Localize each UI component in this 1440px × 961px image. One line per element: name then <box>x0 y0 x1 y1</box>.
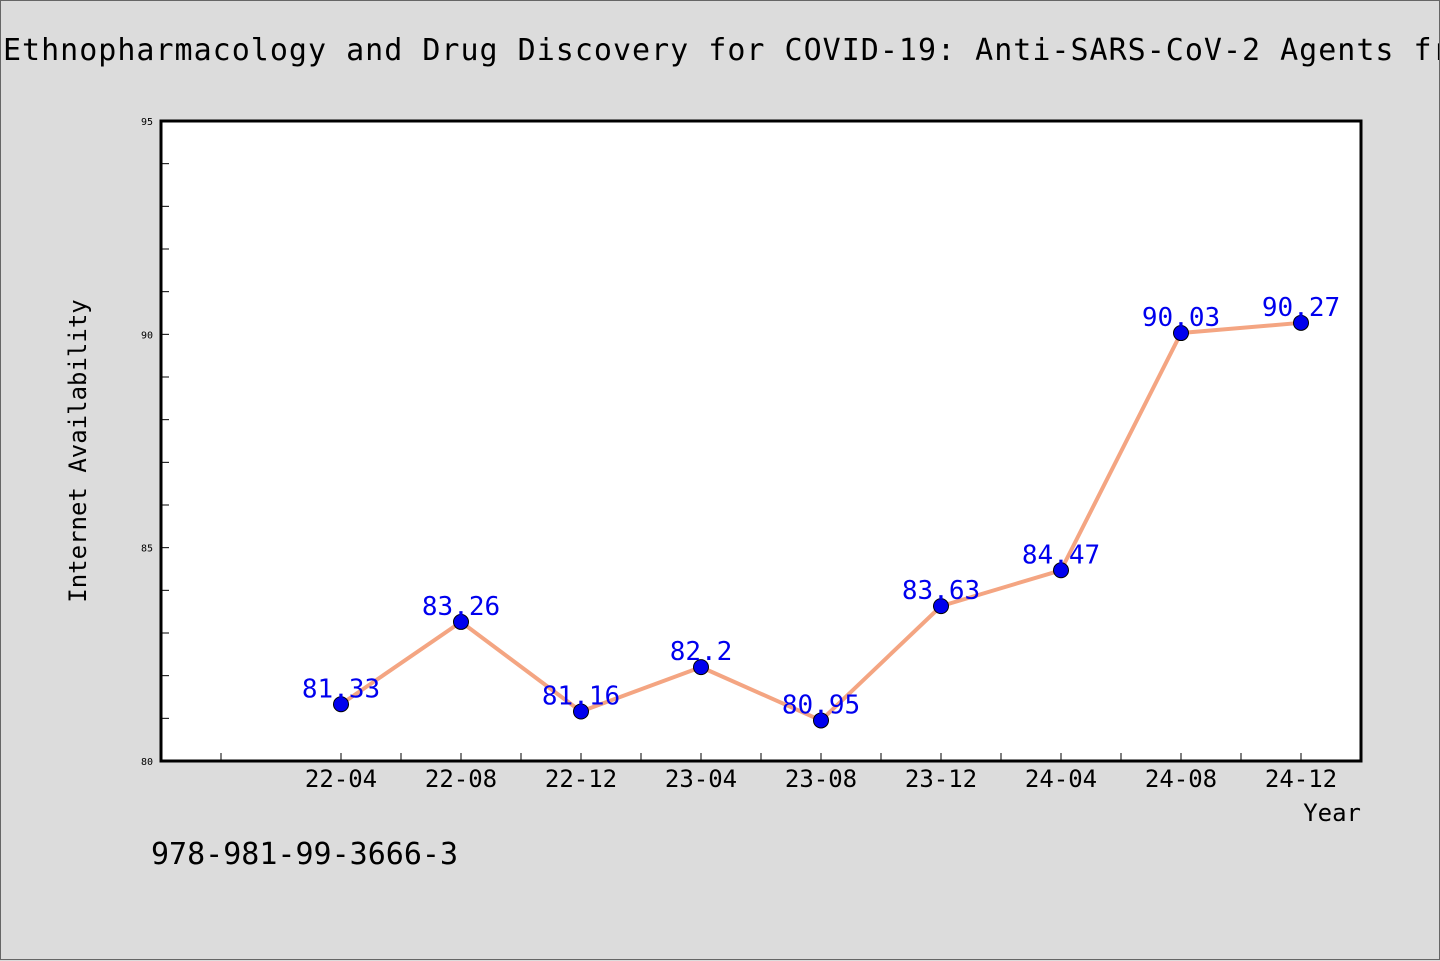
data-point <box>1293 314 1309 331</box>
data-point <box>693 659 709 676</box>
data-point <box>453 613 469 630</box>
y-tick-label: 80 <box>141 757 153 768</box>
data-label: 81.16 <box>542 682 620 712</box>
x-tick-label: 23-08 <box>785 765 857 793</box>
data-point <box>1053 562 1069 579</box>
y-tick-label: 85 <box>141 544 153 555</box>
data-label: 81.33 <box>302 674 380 704</box>
data-label: 84.47 <box>1022 540 1100 570</box>
y-tick-label: 95 <box>141 117 153 128</box>
x-tick-label: 24-08 <box>1145 765 1217 793</box>
data-point <box>573 703 589 720</box>
data-point <box>1173 325 1189 342</box>
x-tick-label: 23-04 <box>665 765 737 793</box>
x-tick-label: 22-04 <box>305 765 377 793</box>
data-point <box>933 598 949 615</box>
data-point <box>813 712 829 729</box>
data-label: 90.03 <box>1142 303 1220 333</box>
x-axis-label: Year <box>1303 799 1361 827</box>
x-tick-label: 23-12 <box>905 765 977 793</box>
x-tick-label: 22-08 <box>425 765 497 793</box>
data-label: 90.27 <box>1262 293 1340 323</box>
plot-area <box>159 119 1363 763</box>
y-axis-label: Internet Availability <box>64 299 92 602</box>
x-tick-label: 24-04 <box>1025 765 1097 793</box>
x-tick-label: 24-12 <box>1265 765 1337 793</box>
y-tick-label: 90 <box>141 330 153 341</box>
data-label: 83.26 <box>422 592 500 622</box>
chart-title: Ethnopharmacology and Drug Discovery for… <box>3 33 1439 68</box>
x-tick-label: 22-12 <box>545 765 617 793</box>
isbn-label: 978-981-99-3666-3 <box>151 837 459 872</box>
data-label: 80.95 <box>782 690 860 720</box>
data-label: 82.2 <box>670 637 733 667</box>
data-label: 83.63 <box>902 576 980 606</box>
data-point <box>333 696 349 713</box>
